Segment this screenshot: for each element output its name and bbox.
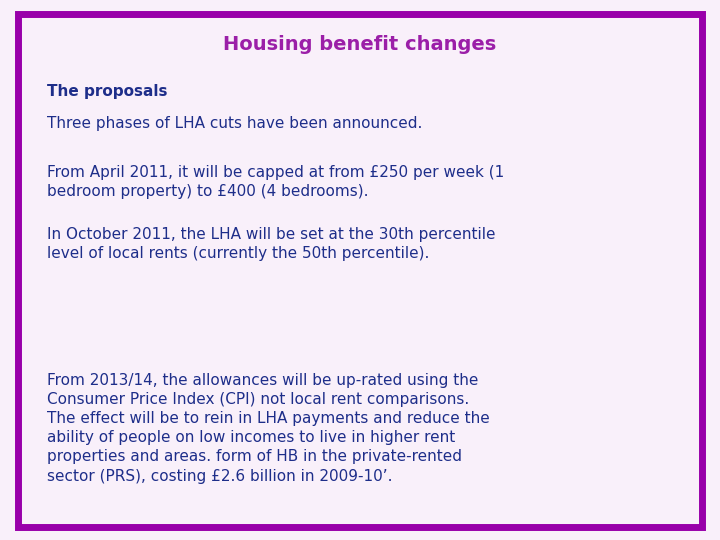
Text: In October 2011, the LHA will be set at the 30th percentile
level of local rents: In October 2011, the LHA will be set at … <box>47 227 495 261</box>
Text: Housing benefit changes: Housing benefit changes <box>223 35 497 54</box>
Text: From April 2011, it will be capped at from £250 per week (1
bedroom property) to: From April 2011, it will be capped at fr… <box>47 165 504 199</box>
Text: From 2013/14, the allowances will be up-rated using the
Consumer Price Index (CP: From 2013/14, the allowances will be up-… <box>47 373 490 484</box>
Text: Three phases of LHA cuts have been announced.: Three phases of LHA cuts have been annou… <box>47 116 422 131</box>
FancyBboxPatch shape <box>18 14 702 526</box>
Text: The proposals: The proposals <box>47 84 167 99</box>
